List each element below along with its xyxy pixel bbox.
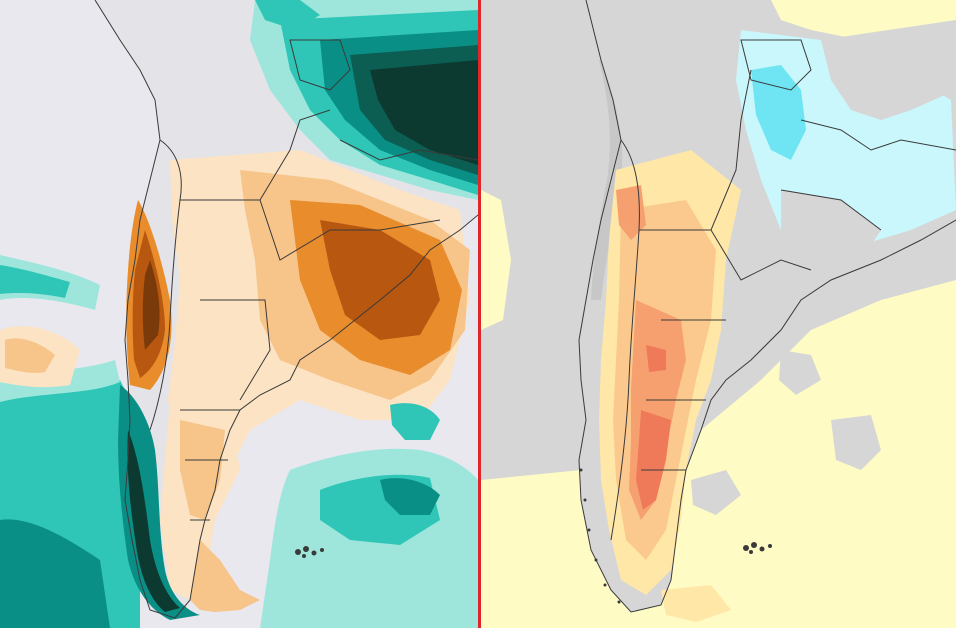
dry-zone-pacific-mid: [5, 338, 55, 373]
pacific-warm-strip: [481, 190, 511, 330]
chile-coast-islands: [579, 468, 621, 604]
left-anomaly-map: [0, 0, 478, 628]
ocean-grey-patch-2: [779, 350, 821, 395]
south-warm-patch: [661, 585, 731, 622]
right-map-canvas: [481, 0, 956, 628]
wet-zone-west-band-mid: [0, 265, 70, 298]
country-borders: [94, 0, 478, 619]
country-borders-right: [578, 0, 956, 613]
falkland-islands-right: [743, 542, 772, 554]
andes-relief: [591, 60, 623, 300]
chile-wet-coast: [118, 385, 200, 620]
andes-dry-deep: [142, 260, 160, 350]
panel-divider: [478, 0, 481, 628]
patagonia-land-overlay: [190, 540, 260, 612]
wet-zone-pacific-deep: [0, 519, 110, 628]
warm-zone-mid-patch: [646, 345, 666, 372]
wet-zone-east-small: [390, 403, 440, 440]
dry-zone-central-core: [320, 220, 440, 340]
wet-zone-south-ocean-core: [380, 478, 440, 515]
warm-zone-core: [636, 410, 671, 510]
ocean-grey-patch-3: [831, 415, 881, 470]
falkland-islands: [295, 546, 324, 558]
wet-zone-north-deep: [370, 60, 478, 165]
right-anomaly-map: [481, 0, 956, 628]
ocean-grey-patch-1: [691, 470, 741, 515]
uruguay-grey: [781, 190, 881, 270]
chile-wet-core: [127, 430, 180, 612]
brazil-interior-grey: [821, 20, 956, 120]
left-map-canvas: [0, 0, 478, 628]
wet-zone-top-left: [255, 0, 320, 30]
